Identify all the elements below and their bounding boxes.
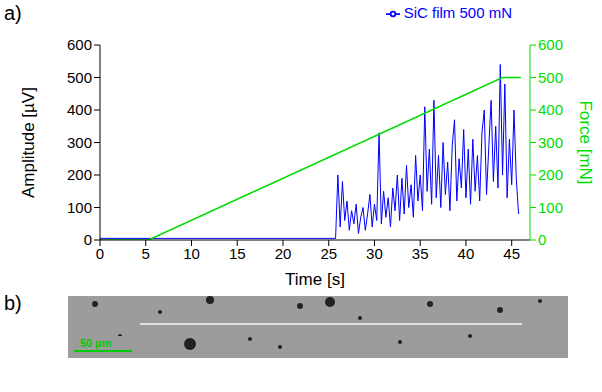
svg-text:300: 300 <box>67 134 92 151</box>
svg-text:20: 20 <box>275 245 292 262</box>
svg-text:Time [s]: Time [s] <box>285 270 345 289</box>
svg-text:25: 25 <box>320 245 337 262</box>
svg-text:50 µm: 50 µm <box>80 337 112 349</box>
svg-text:400: 400 <box>67 101 92 118</box>
svg-text:35: 35 <box>412 245 429 262</box>
svg-text:45: 45 <box>503 245 520 262</box>
svg-text:15: 15 <box>229 245 246 262</box>
svg-text:200: 200 <box>67 166 92 183</box>
svg-text:600: 600 <box>538 36 563 53</box>
svg-text:30: 30 <box>366 245 383 262</box>
svg-text:b): b) <box>4 292 22 314</box>
svg-text:0: 0 <box>538 231 546 248</box>
svg-text:200: 200 <box>538 166 563 183</box>
svg-text:500: 500 <box>538 69 563 86</box>
svg-text:5: 5 <box>142 245 150 262</box>
svg-text:0: 0 <box>84 231 92 248</box>
svg-text:10: 10 <box>183 245 200 262</box>
html-text:SiC film 500 mN: SiC film 500 mN <box>403 4 512 21</box>
svg-text:Amplitude [µV]: Amplitude [µV] <box>19 87 38 198</box>
svg-text:600: 600 <box>67 36 92 53</box>
svg-text:40: 40 <box>458 245 475 262</box>
html-text:a): a) <box>4 2 22 24</box>
svg-text:500: 500 <box>67 69 92 86</box>
svg-text:Force [mN]: Force [mN] <box>576 100 595 184</box>
svg-text:100: 100 <box>67 199 92 216</box>
svg-text:300: 300 <box>538 134 563 151</box>
svg-text:0: 0 <box>96 245 104 262</box>
svg-text:100: 100 <box>538 199 563 216</box>
svg-text:400: 400 <box>538 101 563 118</box>
